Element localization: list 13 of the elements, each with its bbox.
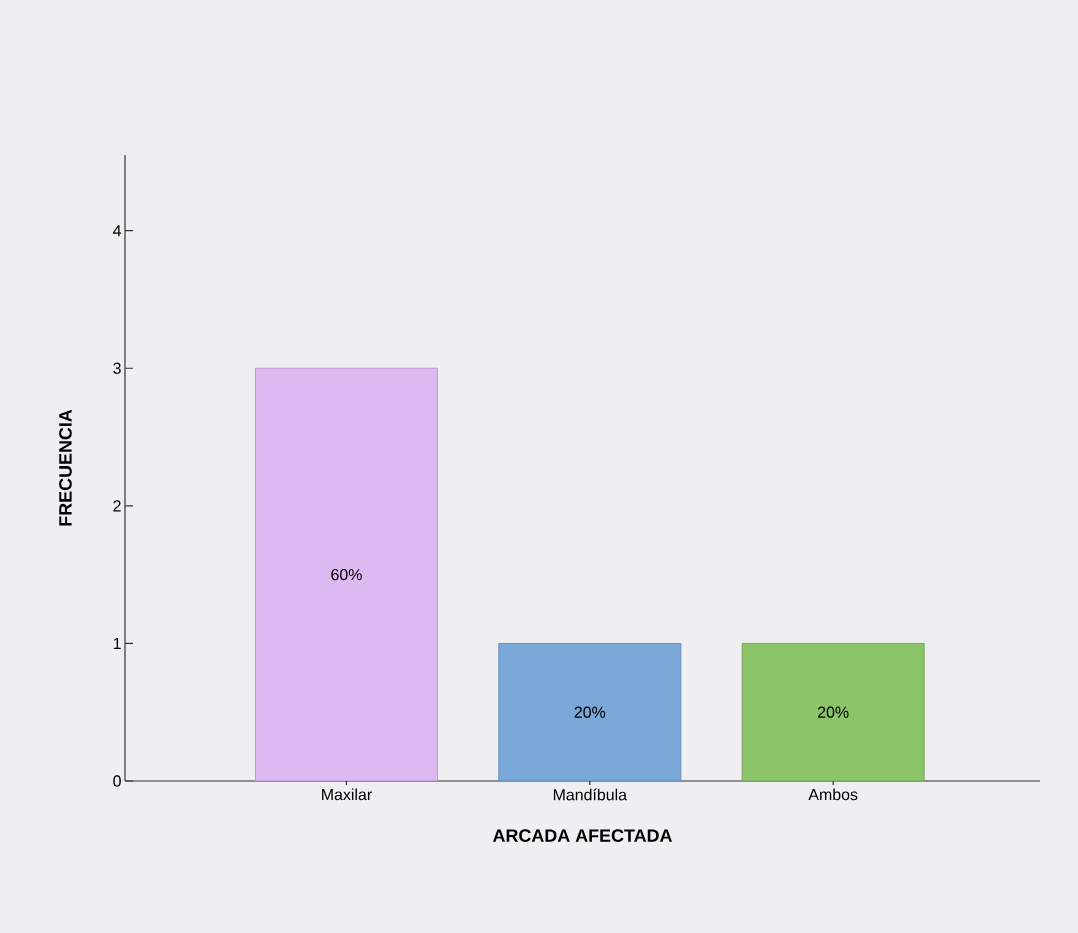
x-tick-label: Maxilar [322, 788, 372, 801]
y-tick-label: 4 [112, 225, 122, 237]
y-tick-label: 1 [113, 637, 121, 649]
y-tick-label: 2 [113, 500, 121, 512]
x-tick-label: Mandíbula [553, 788, 628, 801]
annotation: 60% [331, 568, 362, 581]
y-axis-title: FRECUENCIA [59, 409, 72, 526]
y-tick-label: 3 [113, 362, 121, 374]
x-axis-title: ARCADA AFECTADA [492, 829, 673, 842]
annotation: 20% [574, 706, 606, 718]
y-tick-label: 0 [113, 775, 121, 787]
x-tick-label: Ambos [808, 788, 858, 801]
annotation: 20% [818, 706, 849, 718]
